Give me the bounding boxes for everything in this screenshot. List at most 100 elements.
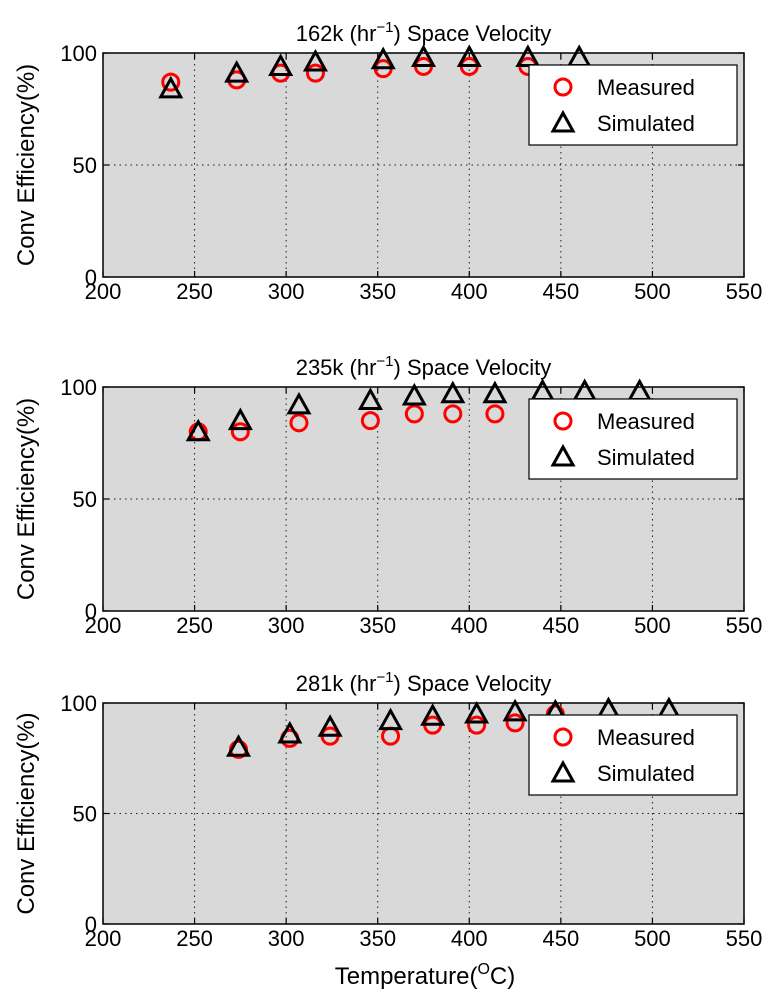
legend-label-measured: Measured [597,725,695,750]
data-point-measured [485,404,505,424]
chart-1: 200 250 300 350 400 450 500 550 0 50 100 162k (hr−1… [13,19,762,304]
x-tick-label: 500 [634,613,671,638]
y-tick-label: 50 [73,487,97,512]
legend-label-measured: Measured [597,409,695,434]
chart-title-suffix: ) Space Velocity [394,671,552,696]
data-point-simulated [357,387,383,410]
data-point-simulated [158,75,184,99]
series-measured [161,56,538,92]
chart-2: 200 250 300 350 400 450 500 550 0 50 100 235k (hr−1… [13,353,762,638]
y-tick-label: 100 [60,41,97,66]
data-point-simulated [464,700,490,724]
legend-marker-simulated [550,759,576,783]
x-axis-title: Temperature(OC) [335,961,516,990]
x-tick-label: 450 [542,613,579,638]
x-tick-label: 400 [451,926,488,951]
data-point-simulated [277,720,303,744]
y-axis-title: Conv Efficiency(%) [13,64,40,266]
data-point-simulated [302,48,328,72]
y-tick-label: 100 [60,375,97,400]
x-tick-label: 350 [359,613,396,638]
data-point-simulated [515,44,541,67]
x-tick-label: 500 [634,926,671,951]
data-point-measured [505,713,525,733]
x-tick-label: 400 [451,613,488,638]
chart-title-suffix: ) Space Velocity [394,355,552,380]
y-axis-title: Conv Efficiency(%) [13,398,40,600]
data-point-simulated [420,703,446,726]
data-point-simulated [377,707,404,731]
data-point-measured [404,404,424,424]
data-point-simulated [286,391,312,415]
data-point-measured [289,413,309,433]
chart-title: 235k (hr−1) Space Velocity [296,353,552,380]
x-tick-label: 450 [542,279,579,304]
x-tick-label: 500 [634,279,671,304]
legend-marker-simulated [550,109,576,133]
data-point-measured [443,404,463,424]
legend-label-simulated: Simulated [597,761,695,786]
data-point-simulated [502,698,528,722]
x-tick-label: 300 [268,613,305,638]
chart-title-prefix: 162k (hr [296,21,377,46]
y-tick-label: 0 [85,265,97,290]
x-tick-label: 350 [359,279,396,304]
chart-title: 281k (hr−1) Space Velocity [296,669,552,696]
x-tick-label: 550 [726,279,763,304]
legend-marker-measured [553,727,573,747]
data-point-measured [305,63,325,83]
chart-title-superscript: −1 [376,353,393,370]
x-tick-label: 250 [176,926,213,951]
legend: Measured Simulated [528,714,738,796]
y-tick-label: 100 [60,691,97,716]
legend-marker-measured [553,411,573,431]
data-point-measured [467,715,487,735]
chart-3: 200 250 300 350 400 450 500 550 0 50 100 281k (hr−1… [13,669,762,951]
data-point-simulated [225,734,252,757]
y-tick-label: 50 [73,153,97,178]
data-point-simulated [456,44,482,67]
chart-title: 162k (hr−1) Space Velocity [296,19,552,46]
x-tick-label: 300 [268,279,305,304]
x-tick-label: 550 [726,613,763,638]
data-point-simulated [224,60,250,83]
data-point-simulated [370,46,396,70]
data-point-simulated [482,380,508,404]
legend-label-simulated: Simulated [597,111,695,136]
x-tick-label: 450 [542,926,579,951]
x-tick-label: 200 [85,279,122,304]
data-point-simulated [268,53,294,76]
x-tick-label: 400 [451,279,488,304]
chart-title-prefix: 235k (hr [296,355,377,380]
data-point-measured [230,422,250,442]
x-tick-label: 300 [268,926,305,951]
data-point-simulated [440,380,466,404]
legend-marker-measured [553,77,573,97]
data-point-simulated [227,407,253,431]
series-simulated [158,44,592,99]
x-tick-label: 250 [176,613,213,638]
y-tick-label: 50 [73,802,97,827]
x-tick-label: 350 [359,926,396,951]
x-tick-label: 200 [85,926,122,951]
y-tick-label: 0 [85,912,97,937]
chart-title-superscript: −1 [376,19,393,36]
data-point-measured [360,411,380,431]
y-axis-title: Conv Efficiency(%) [13,712,40,914]
chart-title-suffix: ) Space Velocity [394,21,552,46]
legend: Measured Simulated [528,64,738,146]
data-point-simulated [401,382,427,406]
data-point-simulated [317,714,343,737]
x-tick-label: 200 [85,613,122,638]
data-point-simulated [185,418,211,442]
chart-title-superscript: −1 [376,669,393,686]
data-point-measured [161,72,181,92]
data-point-simulated [410,44,437,67]
x-tick-label: 250 [176,279,213,304]
chart-title-prefix: 281k (hr [296,671,377,696]
legend-marker-simulated [550,443,576,467]
legend-label-simulated: Simulated [597,445,695,470]
y-tick-label: 0 [85,599,97,624]
legend: Measured Simulated [528,398,738,480]
